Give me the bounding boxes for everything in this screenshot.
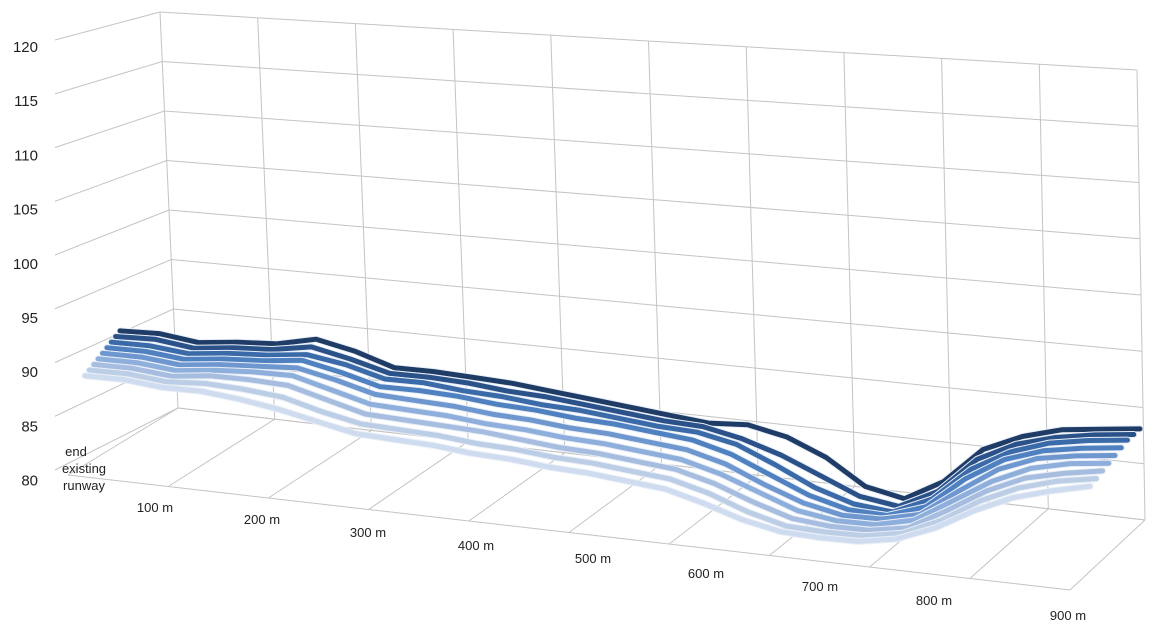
x-tick-label: 600 m [688,566,724,581]
y-tick-label: 110 [14,147,38,164]
gridline-vertical [941,58,953,498]
gridline-floor [1069,519,1146,591]
gridline-floor [167,418,275,487]
x-tick-label: 100 m [137,500,173,515]
x-axis-tick-labels: end existing runway 100 m 200 m 300 m 400 m 500… [62,444,1086,623]
gridline-vertical [550,35,566,453]
y-axis-tick-labels: 120 115 110 105 100 95 90 85 80 [13,39,38,490]
gridline-side [54,209,170,256]
series-line [108,339,1130,515]
x-tick-label: 900 m [1050,608,1086,623]
y-tick-label: 120 [13,39,38,56]
chart-gridlines [54,11,1146,591]
y-tick-label: 105 [13,202,38,219]
y-tick-label: 95 [21,310,38,327]
gridline-floor [67,407,179,476]
x-tick-label: 200 m [244,512,280,527]
series-line [95,356,1112,528]
series-line [82,373,1093,544]
series-line [86,367,1099,539]
gridline-side [54,11,161,41]
series-line [104,345,1124,518]
x-tick-label: 500 m [575,551,611,566]
series-line [91,362,1105,533]
gridline-side [54,407,179,471]
y-tick-label: 100 [13,256,38,273]
series-line [100,350,1118,522]
gridline-side [54,61,163,95]
gridline-vertical [648,40,662,465]
series-line [117,328,1143,502]
gridline-side [54,160,167,202]
floor-front-edge [67,474,1071,591]
y-tick-label: 80 [21,473,38,490]
gridline-side [54,259,172,310]
chart-series-lines [81,327,1144,545]
x-tick-label: 400 m [458,538,494,553]
y-tick-label: 115 [14,93,38,110]
gridline-floor [368,441,469,510]
gridline-vertical [745,46,759,476]
x-tick-label: 800 m [916,593,952,608]
y-tick-label: 85 [21,418,38,435]
series-line [113,334,1137,509]
x-tick-label: 700 m [802,579,838,594]
x-tick-label: 300 m [350,525,386,540]
gridline-floor [268,429,372,499]
gridline-vertical [1136,69,1146,521]
gridline-vertical [843,52,856,487]
y-tick-label: 90 [21,364,38,381]
gridline-floor [969,508,1049,579]
gridline-side [54,110,165,148]
x-tick-label: end existing runway [62,444,106,493]
